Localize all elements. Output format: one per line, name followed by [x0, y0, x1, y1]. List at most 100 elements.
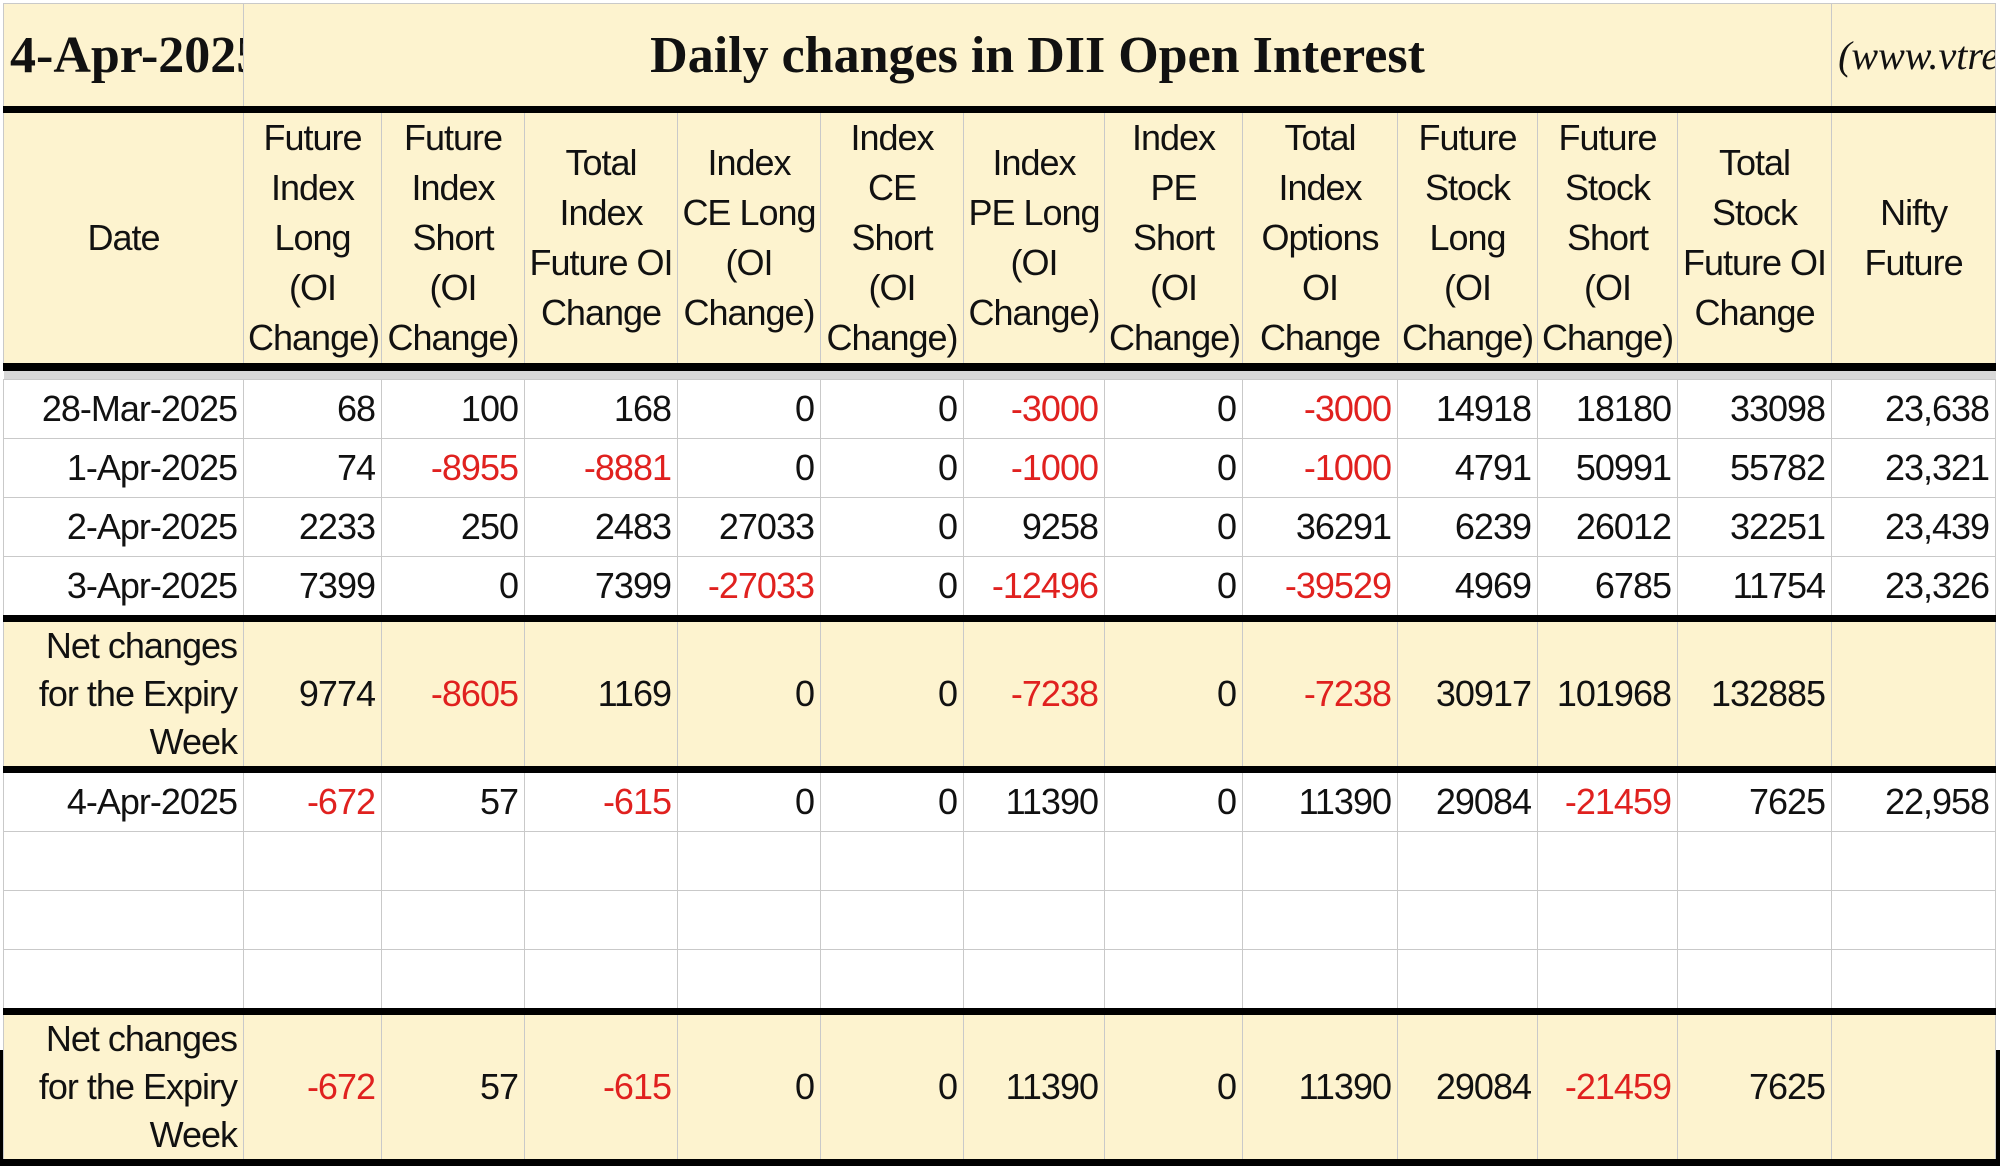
table-cell: -8881 — [524, 438, 678, 498]
empty-cell — [820, 949, 964, 1012]
summary-cell: 0 — [677, 615, 821, 773]
table-cell: 0 — [820, 556, 964, 619]
table-cell: 0 — [820, 497, 964, 557]
empty-cell — [677, 831, 821, 891]
empty-cell — [1104, 890, 1243, 950]
row-date: 1-Apr-2025 — [3, 438, 244, 498]
table-cell: 0 — [820, 769, 964, 832]
table-cell: 23,439 — [1831, 497, 1997, 557]
report-title: Daily changes in DII Open Interest — [242, 3, 1833, 113]
column-header-row: Date Future Index Long (OI Change) Future … — [3, 109, 1997, 371]
table-cell: 6239 — [1397, 497, 1538, 557]
column-header: Future Stock Short (OI Change) — [1537, 109, 1678, 371]
empty-cell — [243, 831, 382, 891]
empty-cell — [1242, 949, 1398, 1012]
table-cell: -615 — [524, 769, 678, 832]
dii-oi-table: 4-Apr-2025 Daily changes in DII Open Int… — [3, 3, 1997, 1166]
summary-row: Net changes for the Expiry Week -672 57 -61… — [3, 1008, 1997, 1166]
source-website: (www.vtrender.com) — [1831, 3, 1997, 113]
table-cell: 11390 — [963, 769, 1105, 832]
summary-cell: 0 — [677, 1008, 821, 1166]
empty-cell — [1397, 890, 1538, 950]
table-cell: 2233 — [243, 497, 382, 557]
title-row: 4-Apr-2025 Daily changes in DII Open Int… — [3, 3, 1997, 113]
summary-cell: -672 — [243, 1008, 382, 1166]
empty-row — [3, 949, 1997, 1012]
empty-cell — [1676, 831, 1833, 891]
empty-cell — [381, 949, 525, 1012]
column-header: Index CE Short (OI Change) — [820, 109, 964, 371]
table-cell: 168 — [524, 379, 678, 439]
table-cell: 0 — [381, 556, 525, 619]
summary-label: Net changes for the Expiry Week — [3, 615, 244, 773]
table-row: 1-Apr-2025 74 -8955 -8881 0 0 -1000 0 -1000 4791 5… — [3, 438, 1997, 498]
column-header: Date — [3, 109, 244, 371]
table-cell: -8955 — [381, 438, 525, 498]
empty-cell — [524, 890, 678, 950]
table-cell: 32251 — [1676, 497, 1833, 557]
row-date: 2-Apr-2025 — [3, 497, 244, 557]
table-cell: 0 — [1104, 497, 1243, 557]
empty-cell — [381, 831, 525, 891]
table-cell: 6785 — [1537, 556, 1678, 619]
column-header: Future Stock Long (OI Change) — [1397, 109, 1538, 371]
summary-cell: 101968 — [1537, 615, 1678, 773]
summary-cell: 11390 — [1242, 1008, 1398, 1166]
table-cell: -12496 — [963, 556, 1105, 619]
summary-cell: -7238 — [1242, 615, 1398, 773]
column-header: Future Index Long (OI Change) — [243, 109, 382, 371]
empty-cell — [1242, 831, 1398, 891]
empty-cell — [3, 831, 244, 891]
table-cell: -3000 — [963, 379, 1105, 439]
table-cell: 4791 — [1397, 438, 1538, 498]
table-row: 4-Apr-2025 -672 57 -615 0 0 11390 0 11390 29084 -2… — [3, 769, 1997, 832]
table-cell: -3000 — [1242, 379, 1398, 439]
empty-cell — [1537, 890, 1678, 950]
column-header: Total Index Options OI Change — [1242, 109, 1398, 371]
empty-row — [3, 831, 1997, 891]
summary-cell: 9774 — [243, 615, 382, 773]
table-cell: 68 — [243, 379, 382, 439]
table-cell: 22,958 — [1831, 769, 1997, 832]
table-cell: 0 — [677, 769, 821, 832]
summary-cell: -21459 — [1537, 1008, 1678, 1166]
table-cell: 7399 — [243, 556, 382, 619]
summary-label: Net changes for the Expiry Week — [3, 1008, 244, 1166]
column-header: Total Index Future OI Change — [524, 109, 678, 371]
row-date: 4-Apr-2025 — [3, 769, 244, 832]
summary-cell: 0 — [820, 615, 964, 773]
table-cell: 57 — [381, 769, 525, 832]
summary-cell: 11390 — [963, 1008, 1105, 1166]
empty-cell — [1242, 890, 1398, 950]
table-cell: 0 — [677, 379, 821, 439]
summary-cell: 57 — [381, 1008, 525, 1166]
table-row: 3-Apr-2025 7399 0 7399 -27033 0 -12496 0 -39529 4… — [3, 556, 1997, 619]
column-header: Index PE Short (OI Change) — [1104, 109, 1243, 371]
table-cell: 26012 — [1537, 497, 1678, 557]
table-cell: 23,321 — [1831, 438, 1997, 498]
table-cell: 23,326 — [1831, 556, 1997, 619]
empty-cell — [1676, 949, 1833, 1012]
table-cell: 0 — [1104, 438, 1243, 498]
column-header: Future Index Short (OI Change) — [381, 109, 525, 371]
table-cell: 100 — [381, 379, 525, 439]
column-header: Nifty Future — [1831, 109, 1997, 371]
summary-cell: -7238 — [963, 615, 1105, 773]
expiry-week-1-summary: Net changes for the Expiry Week 9774 -8605… — [3, 615, 1997, 773]
table-cell: 7399 — [524, 556, 678, 619]
summary-cell: 0 — [1104, 615, 1243, 773]
empty-cell — [677, 949, 821, 1012]
empty-cell — [1104, 949, 1243, 1012]
empty-cell — [677, 890, 821, 950]
table-cell: 33098 — [1676, 379, 1833, 439]
summary-row: Net changes for the Expiry Week 9774 -8605… — [3, 615, 1997, 773]
summary-cell: -615 — [524, 1008, 678, 1166]
table-cell: 0 — [1104, 556, 1243, 619]
table-cell: 7625 — [1676, 769, 1833, 832]
empty-cell — [963, 949, 1105, 1012]
empty-cell — [1397, 949, 1538, 1012]
summary-cell — [1831, 615, 1997, 773]
table-cell: 0 — [820, 438, 964, 498]
empty-cell — [3, 890, 244, 950]
